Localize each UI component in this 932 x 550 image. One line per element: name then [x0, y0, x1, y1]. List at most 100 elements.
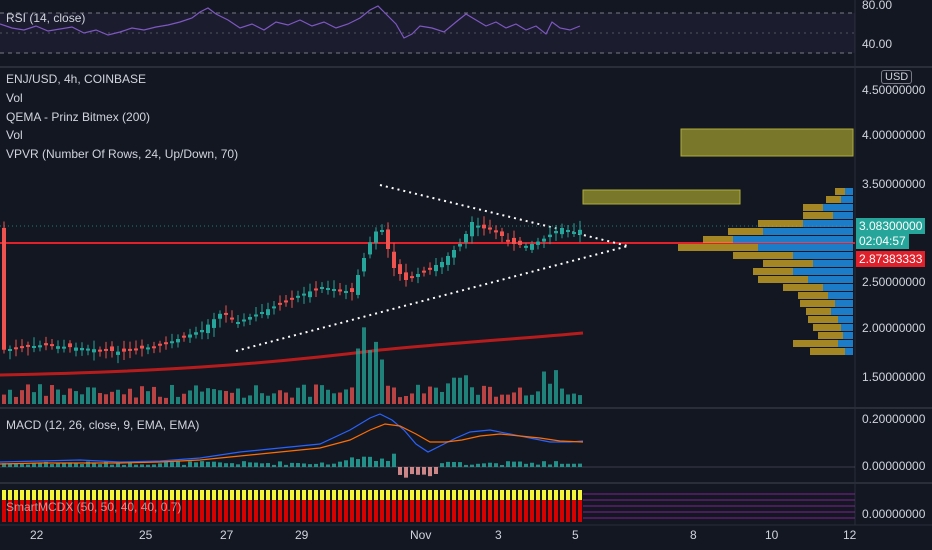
- smartmcdx-group: [2, 490, 855, 522]
- smi-yellow-bar: [50, 490, 54, 500]
- candle-body: [314, 288, 318, 291]
- smi-red-bar: [2, 500, 6, 522]
- volume-bar: [68, 388, 72, 404]
- volume-bar: [170, 384, 174, 404]
- volume-bar: [356, 348, 360, 404]
- candle-body: [14, 347, 18, 350]
- smi-red-bar: [410, 500, 414, 522]
- smi-yellow-bar: [434, 490, 438, 500]
- indicator-vol-2[interactable]: Vol: [6, 128, 23, 142]
- smi-red-bar: [122, 500, 126, 522]
- smi-red-bar: [134, 500, 138, 522]
- volume-bar: [164, 397, 168, 404]
- time-label-5: 5: [572, 528, 579, 542]
- smi-yellow-bar: [2, 490, 6, 500]
- candle-body: [194, 332, 198, 335]
- macd-hist-bar: [182, 464, 186, 467]
- candle-body: [134, 348, 138, 351]
- smi-red-bar: [500, 500, 504, 522]
- vpvr-down-row: [793, 340, 838, 347]
- vpvr-up-row: [823, 284, 853, 291]
- candle-body: [98, 349, 102, 352]
- indicator-vpvr[interactable]: VPVR (Number Of Rows, 24, Up/Down, 70): [6, 147, 239, 161]
- volume-bar: [422, 393, 426, 404]
- smi-red-bar: [494, 500, 498, 522]
- smi-red-bar: [242, 500, 246, 522]
- smi-red-bar: [86, 500, 90, 522]
- volume-bar: [302, 384, 306, 404]
- macd-label[interactable]: MACD (12, 26, close, 9, EMA, EMA): [6, 418, 200, 432]
- smi-red-bar: [128, 500, 132, 522]
- volume-bar: [512, 392, 516, 404]
- smi-yellow-bar: [98, 490, 102, 500]
- volume-bar: [530, 394, 534, 404]
- smi-red-bar: [506, 500, 510, 522]
- symbol-title[interactable]: ENJ/USD, 4h, COINBASE: [6, 72, 147, 86]
- candle-body: [128, 348, 132, 351]
- smi-yellow-bar: [500, 490, 504, 500]
- smi-yellow-bar: [146, 490, 150, 500]
- vpvr-up-row: [803, 220, 853, 227]
- smi-red-bar: [236, 500, 240, 522]
- time-label-nov: Nov: [410, 528, 432, 542]
- smi-yellow-bar: [482, 490, 486, 500]
- candle-body: [176, 339, 180, 343]
- time-label-27: 27: [220, 528, 234, 542]
- macd-hist-bar: [236, 464, 240, 467]
- smi-yellow-bar: [494, 490, 498, 500]
- volume-bar: [38, 384, 42, 404]
- smi-yellow-bar: [176, 490, 180, 500]
- vpvr-up-row: [758, 244, 853, 251]
- macd-line: [0, 413, 584, 463]
- volume-bar: [272, 393, 276, 404]
- candle-body: [20, 346, 24, 349]
- smi-yellow-bar: [242, 490, 246, 500]
- smi-red-bar: [164, 500, 168, 522]
- volume-bar: [14, 396, 18, 404]
- volume-bar: [200, 391, 204, 404]
- vpvr-up-row: [828, 292, 853, 299]
- smartmcdx-label[interactable]: SmartMCDX (50, 50, 40, 40, 0.7): [6, 500, 182, 514]
- smi-red-bar: [488, 500, 492, 522]
- smi-yellow-bar: [320, 490, 324, 500]
- candle-body: [440, 262, 444, 268]
- smi-yellow-bar: [230, 490, 234, 500]
- macd-hist-bar: [278, 461, 282, 467]
- smi-red-bar: [542, 500, 546, 522]
- smi-yellow-bar: [188, 490, 192, 500]
- smi-red-bar: [362, 500, 366, 522]
- candle-body: [116, 351, 120, 355]
- candle-body: [44, 343, 48, 346]
- indicator-qema[interactable]: QEMA - Prinz Bitmex (200): [6, 110, 151, 124]
- smi-yellow-bar: [68, 490, 72, 500]
- macd-hist-bar: [560, 463, 564, 467]
- macd-hist-bar: [482, 463, 486, 467]
- volume-bar: [350, 387, 354, 404]
- macd-hist-bar: [260, 463, 264, 467]
- candle-body: [248, 317, 252, 320]
- volume-bar: [488, 386, 492, 404]
- smi-yellow-bar: [362, 490, 366, 500]
- candle-body: [350, 288, 354, 292]
- smi-yellow-bar: [470, 490, 474, 500]
- macd-hist-bar: [44, 461, 48, 467]
- smi-yellow-bar: [308, 490, 312, 500]
- volume-bar: [440, 391, 444, 404]
- currency-button[interactable]: USD: [881, 70, 913, 84]
- macd-hist-bar: [80, 464, 84, 467]
- macd-hist-bar: [86, 461, 90, 467]
- indicator-vol-1[interactable]: Vol: [6, 91, 23, 105]
- vpvr-down-row: [783, 284, 823, 291]
- smi-yellow-bar: [74, 490, 78, 500]
- smi-yellow-bar: [380, 490, 384, 500]
- smi-yellow-bar: [14, 490, 18, 500]
- candle-body: [344, 291, 348, 293]
- macd-hist-bar: [290, 462, 294, 467]
- smi-yellow-bar: [452, 490, 456, 500]
- macd-hist-bar: [578, 463, 582, 467]
- vpvr-up-row: [733, 236, 853, 243]
- macd-hist-bar: [56, 463, 60, 467]
- smi-red-bar: [206, 500, 210, 522]
- smi-yellow-bar: [314, 490, 318, 500]
